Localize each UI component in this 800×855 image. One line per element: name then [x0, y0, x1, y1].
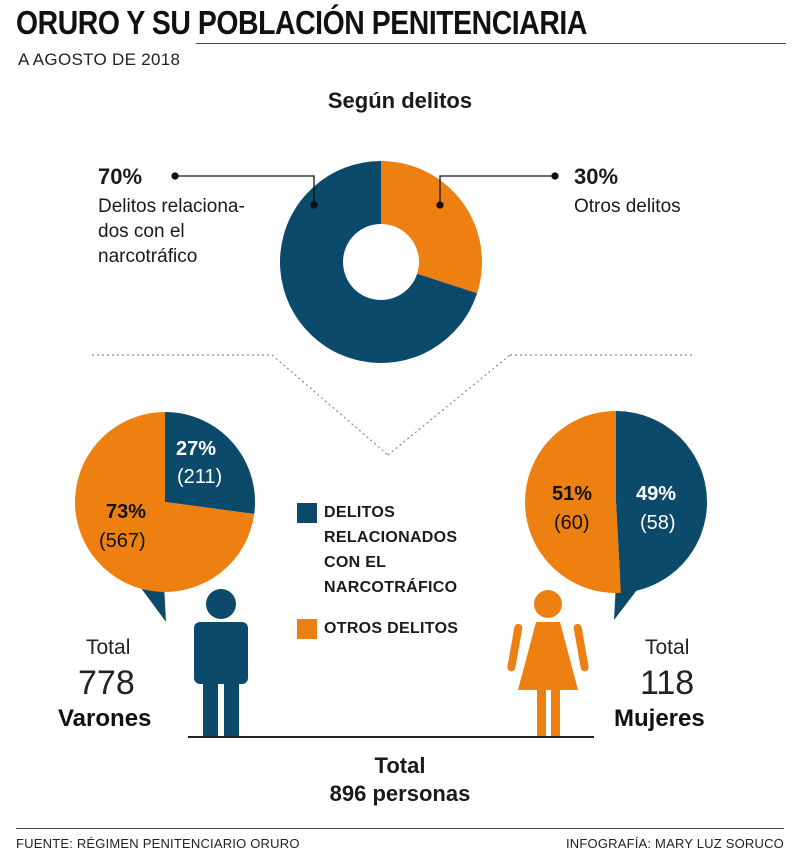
donut-chart-title: Según delitos	[327, 88, 473, 113]
varones-narco-pct: 27%	[176, 438, 217, 460]
mujeres-otros-pct: 51%	[552, 483, 593, 505]
donut-narco-label-line: dos con el	[98, 221, 185, 242]
legend-narco-line: CON EL	[324, 554, 387, 571]
dotted-connector	[92, 354, 694, 456]
donut-narco-label-line: narcotráfico	[98, 246, 198, 267]
dotted-line-right-diagonal	[387, 354, 511, 456]
varones-total-label: Total	[86, 636, 131, 659]
grand-total-label: Total	[374, 753, 426, 778]
legend-narco-line: DELITOS	[324, 504, 396, 521]
legend-narco-label: DELITOS RELACIONADOS CON EL NARCOTRÁFICO	[324, 500, 457, 600]
legend-narco-line: NARCOTRÁFICO	[324, 579, 458, 596]
varones-pie-chart	[75, 412, 255, 592]
mujeres-total-value: 118	[640, 664, 695, 702]
donut-chart	[280, 161, 482, 363]
callout-narco-dot-start	[171, 172, 179, 180]
donut-slice-b	[280, 161, 478, 363]
female-figure-icon	[507, 590, 589, 736]
varones-slice-b	[75, 412, 255, 592]
mujeres-narco-pct: 49%	[636, 483, 677, 505]
varones-otros-count: (567)	[99, 530, 146, 552]
donut-narco-label-line: Delitos relaciona-	[98, 196, 245, 217]
header-divider	[196, 43, 786, 44]
mujeres-group-name: Mujeres	[614, 705, 705, 732]
donut-otros-pct: 30%	[574, 164, 619, 189]
dotted-line-left-diagonal	[271, 354, 389, 456]
callout-otros-line	[439, 175, 555, 205]
donut-narco-pct: 70%	[98, 164, 143, 189]
varones-narco-count: (211)	[177, 466, 223, 488]
donut-slice-a	[381, 161, 482, 294]
male-figure-icon	[194, 589, 248, 736]
callout-narco-line	[175, 175, 315, 205]
legend-otros-swatch	[297, 619, 317, 639]
donut-narco-label: Delitos relaciona- dos con el narcotráfi…	[98, 194, 245, 269]
footer-source: FUENTE: RÉGIMEN PENITENCIARIO ORURO	[16, 836, 300, 851]
footer-divider	[16, 828, 784, 829]
varones-otros-pct: 73%	[106, 501, 147, 523]
varones-slice-a	[165, 412, 255, 514]
mujeres-slice-b	[525, 411, 621, 593]
mujeres-slice-a	[616, 411, 708, 593]
callout-narco-dot-end	[310, 201, 318, 209]
callout-otros-dot-end	[436, 201, 444, 209]
mujeres-otros-count: (60)	[554, 512, 590, 534]
infographic-subtitle: A AGOSTO DE 2018	[18, 50, 181, 69]
donut-callouts	[171, 172, 559, 209]
legend-otros-label: OTROS DELITOS	[324, 620, 459, 637]
callout-otros-dot-start	[551, 172, 559, 180]
infographic-title: ORURO Y SU POBLACIÓN PENITENCIARIA	[16, 4, 587, 41]
mujeres-narco-count: (58)	[640, 512, 676, 534]
varones-total-value: 778	[78, 664, 135, 702]
legend-narco-swatch	[297, 503, 317, 523]
grand-total-value: 896 personas	[329, 781, 471, 806]
mujeres-pie-chart	[525, 411, 708, 593]
ground-line	[188, 736, 594, 738]
donut-otros-label: Otros delitos	[574, 196, 681, 217]
mujeres-total-label: Total	[645, 636, 690, 659]
footer-credit: INFOGRAFÍA: MARY LUZ SORUCO	[565, 836, 784, 851]
legend-narco-line: RELACIONADOS	[324, 529, 458, 546]
varones-group-name: Varones	[58, 705, 152, 732]
